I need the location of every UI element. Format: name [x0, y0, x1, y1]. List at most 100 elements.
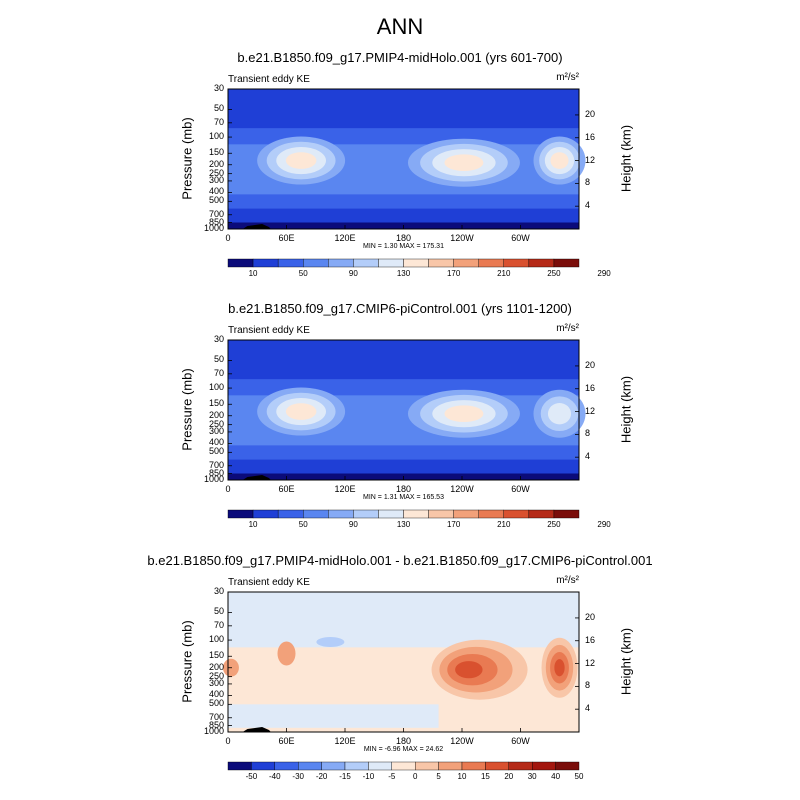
contour-maximum: [285, 403, 317, 420]
height-tick-label: 16: [585, 634, 596, 645]
pressure-tick-label: 300: [208, 677, 224, 688]
colorbar-label: -50: [245, 772, 258, 781]
pressure-tick-label: 200: [208, 158, 224, 169]
colorbar-swatch: [478, 509, 504, 519]
colorbar-label: 10: [248, 520, 258, 529]
lon-tick-label: 180: [395, 233, 412, 243]
colorbar-swatch: [277, 509, 304, 519]
contour-maximum: [277, 641, 296, 666]
colorbar-swatch: [553, 258, 580, 268]
pressure-tick-label: 100: [208, 382, 224, 393]
colorbar-label: 210: [497, 269, 511, 278]
pressure-tick-label: 200: [208, 409, 224, 420]
colorbar-label: -10: [362, 772, 375, 781]
pressure-tick-label: 50: [213, 606, 224, 617]
colorbar-label: 170: [446, 520, 461, 529]
pressure-tick-label: 400: [208, 437, 224, 448]
colorbar-swatch: [414, 761, 439, 771]
colorbar-swatch: [344, 761, 369, 771]
lon-tick-label: 120W: [450, 233, 474, 243]
lon-tick-label: 120E: [334, 233, 356, 243]
min-max-text: MIN = -6.96 MAX = 24.62: [363, 746, 444, 753]
pressure-tick-label: 850: [208, 719, 224, 730]
panel-units: m²/s²: [556, 72, 579, 83]
height-tick-label: 12: [585, 405, 596, 416]
pressure-tick-label: 50: [213, 354, 224, 365]
pressure-tick-label: 200: [208, 661, 224, 672]
pressure-tick-label: 100: [208, 131, 224, 142]
lon-tick-label: 60E: [278, 484, 295, 494]
pressure-tick-label: 30: [213, 334, 224, 344]
colorbar-label: -5: [388, 772, 396, 781]
pressure-tick-label: 150: [208, 398, 224, 409]
colorbar: [227, 509, 580, 519]
lon-tick-label: 180: [395, 736, 412, 746]
height-tick-label: 4: [585, 703, 591, 714]
colorbar-swatch: [453, 258, 479, 268]
colorbar-swatch: [297, 761, 322, 771]
lon-tick-label: 120W: [450, 484, 474, 494]
colorbar-label: -30: [292, 772, 304, 781]
pressure-tick-label: 700: [208, 208, 224, 219]
height-tick-label: 8: [585, 177, 591, 188]
y-axis-label: Pressure (mb): [179, 368, 195, 451]
lon-tick-label: 60W: [511, 233, 530, 243]
colorbar-swatch: [328, 258, 354, 268]
colorbar-swatch: [403, 509, 429, 519]
height-tick-label: 16: [585, 382, 596, 393]
colorbar-swatch: [328, 509, 354, 519]
colorbar-swatch: [461, 761, 486, 771]
y2-axis-label: Height (km): [618, 124, 634, 193]
min-max-text: MIN = 1.30 MAX = 175.31: [363, 243, 444, 250]
field-upper-band: [228, 89, 579, 129]
colorbar-label: 40: [551, 772, 561, 781]
pressure-tick-label: 250: [208, 418, 224, 429]
colorbar-label: 50: [298, 269, 308, 278]
pressure-tick-label: 1000: [203, 474, 224, 484]
lon-tick-label: 120W: [450, 736, 474, 746]
colorbar-swatch: [485, 761, 509, 771]
colorbar-swatch: [368, 761, 392, 771]
lon-tick-label: 0: [225, 484, 231, 494]
contour-maximum: [444, 154, 484, 172]
colorbar-swatch: [428, 258, 454, 268]
topography: [242, 475, 271, 480]
colorbar-label: 130: [396, 269, 411, 278]
pressure-tick-label: 50: [213, 103, 224, 114]
colorbar-swatch: [553, 509, 580, 519]
colorbar-swatch: [508, 761, 533, 771]
field-upper-band: [228, 592, 579, 648]
pressure-tick-label: 400: [208, 689, 224, 700]
pressure-tick-label: 300: [208, 425, 224, 436]
height-tick-label: 4: [585, 451, 591, 462]
pressure-tick-label: 850: [208, 216, 224, 227]
pressure-tick-label: 700: [208, 459, 224, 470]
topography: [242, 727, 271, 732]
colorbar-swatch: [227, 258, 254, 268]
colorbar-swatch: [555, 761, 580, 771]
pressure-tick-label: 70: [213, 619, 224, 630]
contour-maximum: [455, 661, 483, 679]
colorbar-swatch: [478, 258, 504, 268]
contour-maximum: [444, 405, 484, 423]
panel-title: b.e21.B1850.f09_g17.PMIP4-midHolo.001 - …: [147, 553, 653, 568]
pressure-tick-label: 300: [208, 174, 224, 185]
height-tick-label: 12: [585, 154, 596, 165]
pressure-tick-label: 70: [213, 116, 224, 127]
colorbar-label: 210: [497, 520, 511, 529]
colorbar-label: 50: [574, 772, 584, 781]
colorbar-label: 290: [597, 520, 611, 529]
colorbar-label: 0: [412, 772, 418, 781]
colorbar-label: 90: [348, 269, 358, 278]
colorbar-swatch: [227, 761, 252, 771]
colorbar-swatch: [251, 761, 275, 771]
colorbar-swatch: [532, 761, 556, 771]
panel-units: m²/s²: [556, 323, 579, 334]
colorbar-swatch: [303, 509, 329, 519]
colorbar-swatch: [503, 509, 530, 519]
topography: [242, 224, 271, 229]
lon-tick-label: 60W: [511, 736, 530, 746]
colorbar-swatch: [438, 761, 463, 771]
contour-maximum: [285, 152, 317, 169]
field-upper-band: [228, 340, 579, 380]
